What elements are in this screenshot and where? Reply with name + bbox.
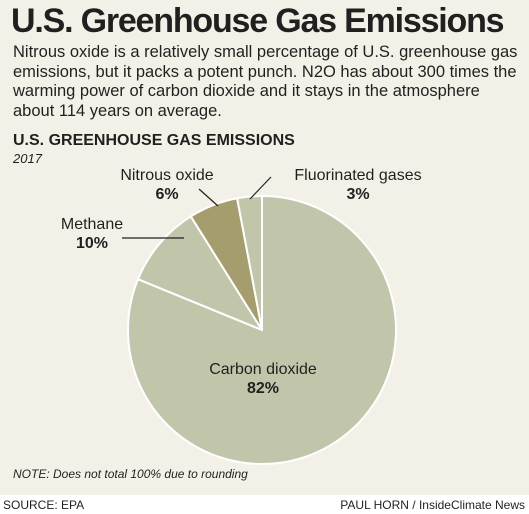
slice-label-methane: Methane [61, 216, 123, 233]
pie-slice-fluorinated-gases [236, 195, 263, 331]
headline: U.S. Greenhouse Gas Emissions [11, 2, 505, 40]
pie-slice-methane [137, 215, 263, 331]
leader-line-fluorinated-gases [249, 176, 272, 200]
source-credit: SOURCE: EPA [3, 498, 85, 512]
intro-paragraph: Nitrous oxide is a relatively small perc… [13, 43, 518, 120]
slice-label-carbon-dioxide: Carbon dioxide [209, 361, 317, 378]
chart-subtitle: 2017 [13, 151, 42, 166]
pie-chart: Carbon dioxide 82% Methane 10% Nitrous oxide… [61, 167, 422, 465]
author-credit: PAUL HORN / InsideClimate News [340, 498, 525, 512]
slice-value-fluorinated-gases: 3% [346, 186, 369, 203]
leader-line-nitrous-oxide [198, 188, 219, 207]
slice-label-nitrous-oxide: Nitrous oxide [120, 167, 213, 184]
chart-title: U.S. GREENHOUSE GAS EMISSIONS [13, 132, 295, 149]
slice-value-carbon-dioxide: 82% [247, 380, 279, 397]
slice-value-methane: 10% [76, 235, 108, 252]
slice-label-fluorinated-gases: Fluorinated gases [294, 167, 421, 184]
slice-value-nitrous-oxide: 6% [155, 186, 178, 203]
chart-note: NOTE: Does not total 100% due to roundin… [13, 467, 248, 481]
